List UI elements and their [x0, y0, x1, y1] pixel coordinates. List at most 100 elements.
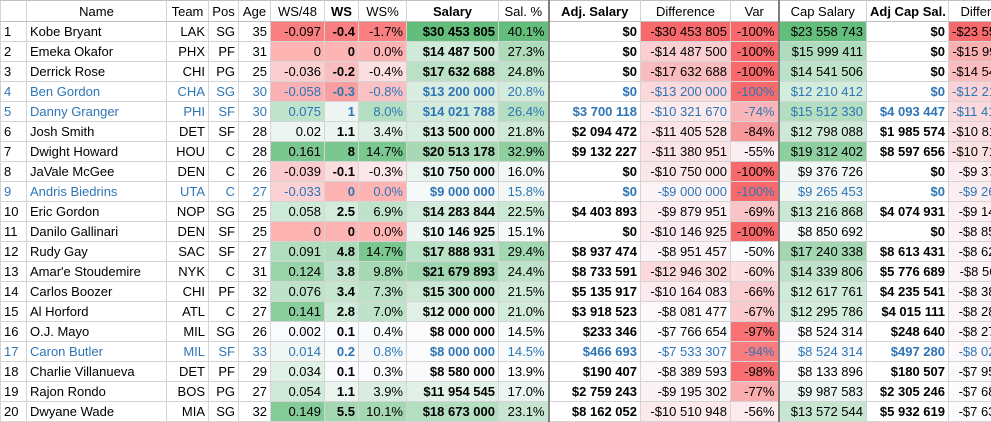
difference-2-cell[interactable]: -$10 812 515 [949, 122, 991, 142]
ws-cell[interactable]: 0.2 [325, 342, 359, 362]
wsp-cell[interactable]: -0.4% [359, 62, 407, 82]
ws48-cell[interactable]: 0.002 [271, 322, 325, 342]
team-cell[interactable]: MIL [167, 322, 209, 342]
adj-salary-cell[interactable]: $0 [549, 182, 641, 202]
difference-cell[interactable]: -$17 632 688 [641, 62, 731, 82]
team-cell[interactable]: NYK [167, 262, 209, 282]
var-cell[interactable]: -66% [731, 282, 779, 302]
team-cell[interactable]: DEN [167, 222, 209, 242]
var-cell[interactable]: -69% [731, 202, 779, 222]
adj-cap-salary-cell[interactable]: $180 507 [867, 362, 949, 382]
difference-2-cell[interactable]: -$23 558 743 [949, 22, 991, 42]
adj-cap-salary-cell[interactable]: $248 640 [867, 322, 949, 342]
difference-cell[interactable]: -$30 453 805 [641, 22, 731, 42]
name-cell[interactable]: Charlie Villanueva [27, 362, 167, 382]
age-cell[interactable]: 35 [239, 22, 271, 42]
adj-cap-salary-cell[interactable]: $8 613 431 [867, 242, 949, 262]
ws-cell[interactable]: 2.8 [325, 302, 359, 322]
team-cell[interactable]: DEN [167, 162, 209, 182]
name-cell[interactable]: Dwight Howard [27, 142, 167, 162]
difference-2-cell[interactable]: -$15 999 411 [949, 42, 991, 62]
cap-salary-cell[interactable]: $9 376 726 [779, 162, 867, 182]
ws-cell[interactable]: 8 [325, 142, 359, 162]
var-cell[interactable]: -60% [731, 262, 779, 282]
team-cell[interactable]: DET [167, 122, 209, 142]
adj-salary-cell[interactable]: $9 132 227 [549, 142, 641, 162]
salary-cell[interactable]: $9 000 000 [407, 182, 499, 202]
age-cell[interactable]: 32 [239, 402, 271, 422]
pos-cell[interactable]: SG [209, 202, 239, 222]
row-number-cell[interactable]: 15 [1, 302, 27, 322]
cap-salary-cell[interactable]: $13 216 868 [779, 202, 867, 222]
wsp-cell[interactable]: 3.4% [359, 122, 407, 142]
salp-cell[interactable]: 40.1% [499, 22, 549, 42]
var-cell[interactable]: -55% [731, 142, 779, 162]
adj-salary-cell[interactable]: $3 700 118 [549, 102, 641, 122]
name-cell[interactable]: Amar'e Stoudemire [27, 262, 167, 282]
salp-cell[interactable]: 26.4% [499, 102, 549, 122]
salp-cell[interactable]: 24.8% [499, 62, 549, 82]
cap-salary-cell[interactable]: $14 339 806 [779, 262, 867, 282]
salp-cell[interactable]: 22.5% [499, 202, 549, 222]
row-number-cell[interactable]: 12 [1, 242, 27, 262]
age-cell[interactable]: 28 [239, 142, 271, 162]
ws48-cell[interactable]: 0.075 [271, 102, 325, 122]
age-cell[interactable]: 32 [239, 282, 271, 302]
row-number-cell[interactable]: 7 [1, 142, 27, 162]
row-number-cell[interactable]: 10 [1, 202, 27, 222]
difference-cell[interactable]: -$11 380 951 [641, 142, 731, 162]
salp-cell[interactable]: 16.0% [499, 162, 549, 182]
cap-salary-cell[interactable]: $8 524 314 [779, 342, 867, 362]
cap-salary-cell[interactable]: $9 265 453 [779, 182, 867, 202]
pos-cell[interactable]: SF [209, 242, 239, 262]
cap-salary-cell[interactable]: $12 210 412 [779, 82, 867, 102]
salp-cell[interactable]: 32.9% [499, 142, 549, 162]
difference-cell[interactable]: -$14 487 500 [641, 42, 731, 62]
team-cell[interactable]: UTA [167, 182, 209, 202]
salary-cell[interactable]: $8 580 000 [407, 362, 499, 382]
name-cell[interactable]: O.J. Mayo [27, 322, 167, 342]
difference-cell[interactable]: -$12 946 302 [641, 262, 731, 282]
team-cell[interactable]: SAC [167, 242, 209, 262]
salp-cell[interactable]: 13.9% [499, 362, 549, 382]
difference-2-cell[interactable]: -$9 265 453 [949, 182, 991, 202]
name-cell[interactable]: Caron Butler [27, 342, 167, 362]
adj-salary-cell[interactable]: $8 733 591 [549, 262, 641, 282]
difference-cell[interactable]: -$10 510 948 [641, 402, 731, 422]
difference-cell[interactable]: -$8 081 477 [641, 302, 731, 322]
name-cell[interactable]: Carlos Boozer [27, 282, 167, 302]
age-cell[interactable]: 33 [239, 342, 271, 362]
age-cell[interactable]: 28 [239, 122, 271, 142]
var-cell[interactable]: -97% [731, 322, 779, 342]
cap-salary-cell[interactable]: $14 541 506 [779, 62, 867, 82]
adj-cap-salary-cell[interactable]: $2 305 246 [867, 382, 949, 402]
salary-cell[interactable]: $10 146 925 [407, 222, 499, 242]
team-cell[interactable]: BOS [167, 382, 209, 402]
adj-salary-cell[interactable]: $8 937 474 [549, 242, 641, 262]
difference-2-cell[interactable]: -$8 563 117 [949, 262, 991, 282]
adj-cap-salary-cell[interactable]: $4 093 447 [867, 102, 949, 122]
col-header-salary[interactable]: Salary [407, 1, 499, 22]
wsp-cell[interactable]: 0.4% [359, 322, 407, 342]
ws48-cell[interactable]: -0.058 [271, 82, 325, 102]
pos-cell[interactable]: PF [209, 362, 239, 382]
cap-salary-cell[interactable]: $8 133 896 [779, 362, 867, 382]
cap-salary-cell[interactable]: $8 524 314 [779, 322, 867, 342]
pos-cell[interactable]: C [209, 162, 239, 182]
col-header-var[interactable]: Var [731, 1, 779, 22]
age-cell[interactable]: 27 [239, 302, 271, 322]
ws-cell[interactable]: -0.2 [325, 62, 359, 82]
difference-2-cell[interactable]: -$7 639 924 [949, 402, 991, 422]
var-cell[interactable]: -100% [731, 22, 779, 42]
col-header-team[interactable]: Team [167, 1, 209, 22]
name-cell[interactable]: Rudy Gay [27, 242, 167, 262]
age-cell[interactable]: 31 [239, 42, 271, 62]
difference-cell[interactable]: -$10 146 925 [641, 222, 731, 242]
name-cell[interactable]: Ben Gordon [27, 82, 167, 102]
ws-cell[interactable]: -0.4 [325, 22, 359, 42]
